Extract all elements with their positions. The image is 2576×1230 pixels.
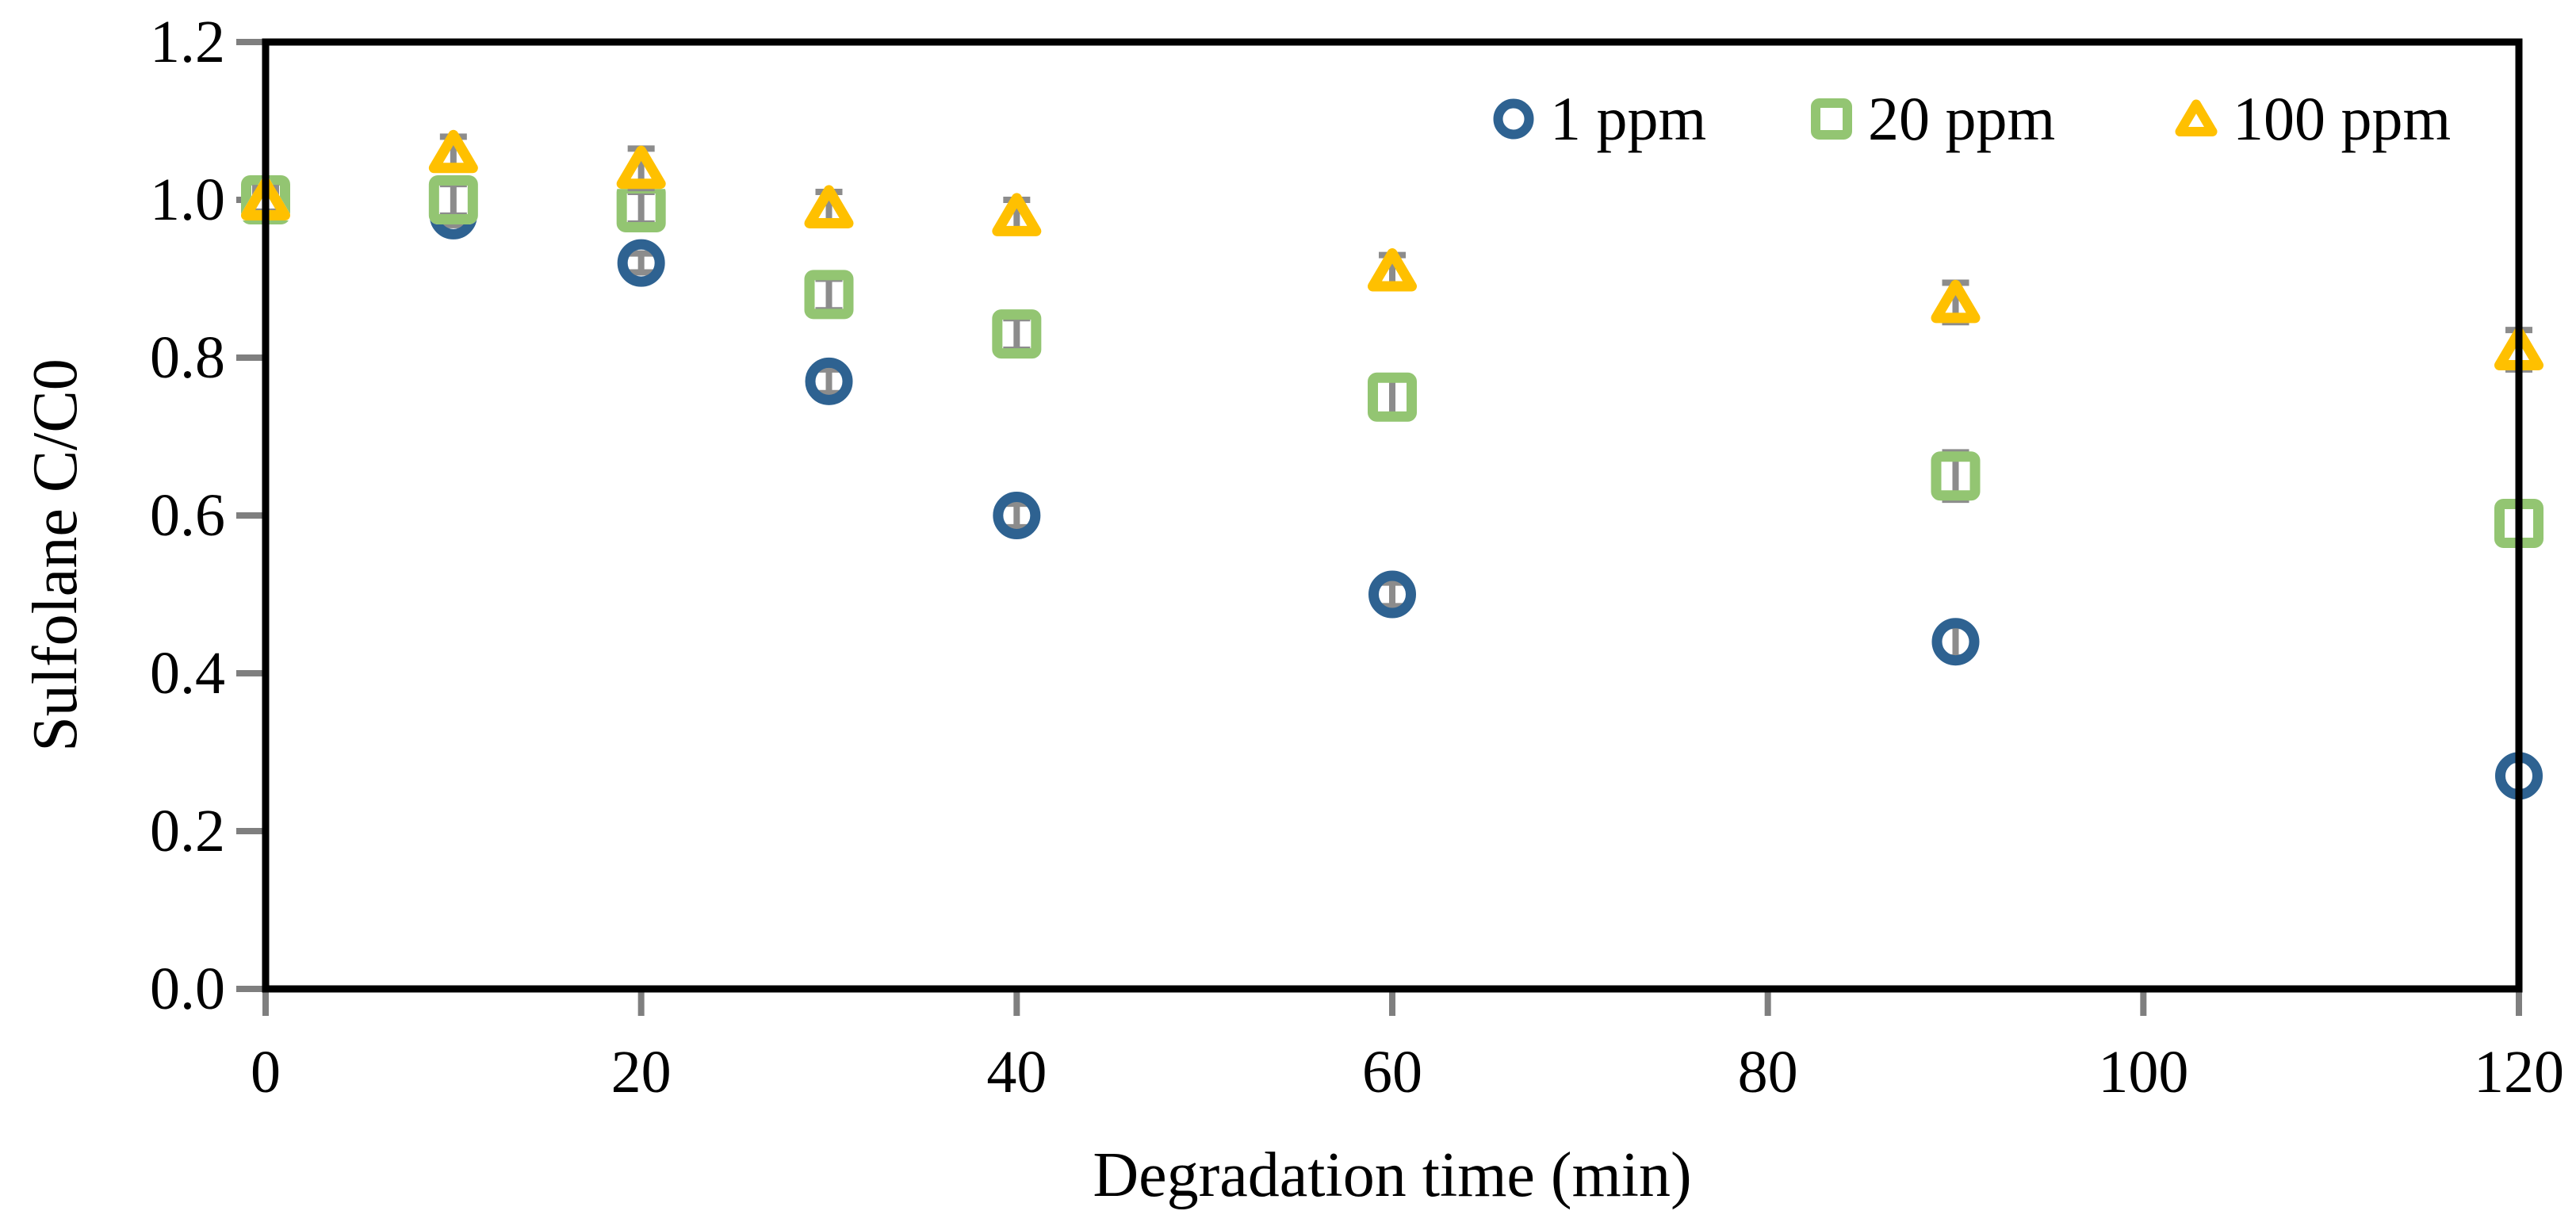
y-tick-label: 0.8 xyxy=(150,324,225,391)
x-axis-title: Degradation time (min) xyxy=(1093,1140,1692,1210)
data-point-20ppm-t90 xyxy=(1931,449,1981,504)
data-point-20ppm-t60 xyxy=(1368,372,1417,422)
y-tick-label: 0.6 xyxy=(150,482,225,549)
legend-item-1ppm: 1 ppm xyxy=(1485,87,1706,151)
legend-square-marker-icon xyxy=(1811,98,1852,140)
y-tick-label: 0.2 xyxy=(150,798,225,864)
x-tick-label: 0 xyxy=(251,1039,281,1105)
data-point-1ppm-t20 xyxy=(617,239,665,287)
data-point-20ppm-t40 xyxy=(992,309,1042,359)
data-point-20ppm-t30 xyxy=(804,270,854,320)
x-tick-label: 80 xyxy=(1738,1039,1798,1105)
x-tick-label: 40 xyxy=(986,1039,1047,1105)
y-tick-label: 1.0 xyxy=(150,167,225,233)
y-axis-title: Sulfolane C/C0 xyxy=(21,358,90,752)
x-tick-label: 100 xyxy=(2098,1039,2188,1105)
legend-circle-marker-icon xyxy=(1493,98,1534,140)
plot-border xyxy=(262,38,2523,993)
data-point-20ppm-t10 xyxy=(428,175,478,224)
data-point-1ppm-t30 xyxy=(805,357,853,405)
data-point-20ppm-t20 xyxy=(616,182,666,232)
x-tick-label: 60 xyxy=(1362,1039,1422,1105)
legend-item-100ppm: 100 ppm xyxy=(2168,87,2451,151)
x-tick-label: 120 xyxy=(2474,1039,2564,1105)
y-tick-label: 0.4 xyxy=(150,640,225,707)
data-point-100ppm-t10 xyxy=(424,125,482,174)
legend-label-20ppm: 20 ppm xyxy=(1868,84,2056,153)
x-tick-label: 20 xyxy=(611,1039,672,1105)
legend-item-20ppm: 20 ppm xyxy=(1803,87,2055,151)
data-point-1ppm-t90 xyxy=(1931,618,1980,666)
data-point-100ppm-t20 xyxy=(612,140,670,192)
data-point-1ppm-t40 xyxy=(993,492,1041,539)
y-tick-label: 0.0 xyxy=(150,956,225,1022)
data-point-1ppm-t60 xyxy=(1368,570,1416,619)
data-point-100ppm-t40 xyxy=(988,188,1046,236)
legend-label-100ppm: 100 ppm xyxy=(2233,84,2452,153)
legend-label-1ppm: 1 ppm xyxy=(1550,84,1707,153)
data-point-100ppm-t90 xyxy=(1927,274,1985,326)
y-tick-label: 1.2 xyxy=(150,9,225,75)
data-point-100ppm-t60 xyxy=(1364,243,1421,292)
data-point-100ppm-t30 xyxy=(800,180,858,228)
legend-triangle-marker-icon xyxy=(2171,94,2222,136)
